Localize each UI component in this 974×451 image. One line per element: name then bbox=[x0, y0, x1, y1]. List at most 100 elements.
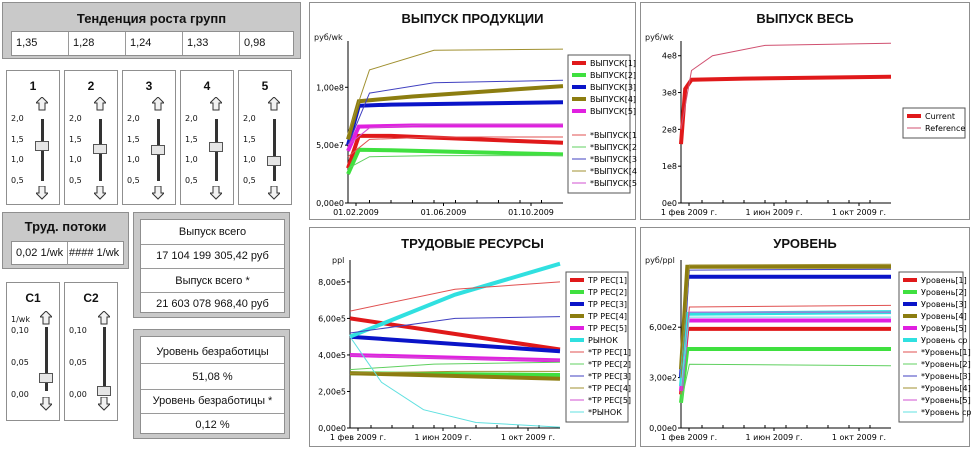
slider-thumb[interactable] bbox=[97, 386, 111, 396]
chart-title: УРОВЕНЬ bbox=[773, 236, 837, 251]
slider-tick: 0,00 bbox=[11, 390, 29, 399]
slider-up-arrow[interactable] bbox=[210, 97, 222, 111]
x-tick-label: 1 фев 2009 г. bbox=[661, 208, 717, 217]
legend-label: Уровень ср bbox=[921, 336, 967, 345]
legend-label: *Уровень[3] bbox=[921, 372, 971, 381]
chart-output-by-group: ВЫПУСК ПРОДУКЦИИ руб/wk 0,00e0 5,00e7 1,00… bbox=[309, 2, 637, 220]
legend-label: *ТР РЕС[4] bbox=[588, 384, 631, 393]
y-tick-label: 3,00e2 bbox=[649, 374, 677, 383]
slider-group-2: 2 2,0 1,5 1,0 0,5 bbox=[64, 70, 118, 205]
series-line bbox=[349, 371, 561, 381]
chart-ylabel: ppl bbox=[332, 256, 345, 265]
slider-label: 2 bbox=[87, 79, 95, 93]
growth-value-1: 1,35 bbox=[12, 32, 69, 55]
legend-label: Уровень[3] bbox=[921, 300, 967, 309]
growth-title: Тенденция роста групп bbox=[76, 11, 227, 26]
series-line bbox=[679, 310, 892, 387]
slider-thumb[interactable] bbox=[267, 156, 281, 167]
legend-label: *Уровень[2] bbox=[921, 360, 971, 369]
chart-level: УРОВЕНЬ руб/ppl 0,00e0 3,00e2 6,00e2 1 фев … bbox=[640, 227, 971, 447]
slider-label: 4 bbox=[203, 79, 211, 93]
slider-down-arrow[interactable] bbox=[210, 186, 222, 200]
divider bbox=[141, 268, 284, 269]
legend-label: *Уровень[4] bbox=[921, 384, 971, 393]
slider-up-arrow[interactable] bbox=[268, 97, 280, 111]
slider-tick: 0,05 bbox=[11, 358, 29, 367]
slider-up-arrow[interactable] bbox=[152, 97, 164, 111]
legend-label: *Уровень ср bbox=[921, 408, 971, 417]
slider-up-arrow[interactable] bbox=[36, 97, 48, 111]
slider-label: C2 bbox=[83, 291, 99, 305]
slider-track[interactable] bbox=[103, 327, 106, 391]
x-tick-label: 1 фев 2009 г. bbox=[330, 433, 386, 442]
slider-thumb[interactable] bbox=[209, 141, 223, 152]
legend-label: ВЫПУСК[2] bbox=[590, 71, 636, 80]
slider-tick: 0,05 bbox=[69, 358, 87, 367]
legend-label: ТР РЕС[2] bbox=[587, 288, 627, 297]
series-line bbox=[349, 334, 561, 354]
series-line bbox=[349, 354, 561, 361]
y-tick-label: 8,00e5 bbox=[318, 278, 346, 287]
series-line bbox=[346, 123, 563, 152]
chart-plot: 0e0 1e8 2e8 3e8 4e8 1 фев 2009 г. 1 июн 2009 г… bbox=[661, 41, 966, 217]
series-line bbox=[346, 147, 564, 175]
y-tick-label: 4,00e5 bbox=[318, 351, 346, 360]
slider-thumb[interactable] bbox=[35, 140, 49, 151]
growth-value-2: 1,28 bbox=[69, 32, 126, 55]
slider-tick: 1,5 bbox=[243, 134, 256, 144]
slider-down-arrow[interactable] bbox=[152, 186, 164, 200]
chart-ylabel: руб/wk bbox=[314, 33, 343, 42]
series-line bbox=[347, 136, 563, 158]
slider-up-arrow[interactable] bbox=[98, 311, 110, 325]
series-line bbox=[679, 264, 891, 370]
slider-down-arrow[interactable] bbox=[98, 397, 110, 411]
slider-tick: 2,0 bbox=[185, 114, 198, 123]
chart-title: ВЫПУСК ПРОДУКЦИИ bbox=[401, 11, 544, 26]
y-tick-label: 2e8 bbox=[662, 125, 677, 134]
y-tick-label: 1,00e8 bbox=[316, 83, 344, 92]
legend-label: *ТР РЕС[2] bbox=[588, 360, 631, 369]
legend-label: ТР РЕС[3] bbox=[587, 300, 627, 309]
slider-tick: 2,0 bbox=[69, 114, 82, 123]
slider-tick: 0,5 bbox=[11, 176, 24, 185]
slider-down-arrow[interactable] bbox=[268, 186, 280, 200]
unemployment-value: 51,08 % bbox=[192, 371, 233, 383]
divider bbox=[141, 292, 284, 293]
x-tick-label: 1 фев 2009 г. bbox=[661, 433, 717, 442]
growth-value-4: 1,33 bbox=[183, 32, 240, 55]
y-tick-label: 0,00e0 bbox=[649, 424, 677, 433]
unemployment-ref-label: Уровень безработицы * bbox=[152, 395, 273, 407]
legend-label: ВЫПУСК[1] bbox=[590, 59, 636, 68]
series-line bbox=[679, 74, 892, 145]
slider-up-arrow[interactable] bbox=[40, 311, 52, 325]
slider-tick: 0,5 bbox=[185, 176, 198, 185]
series-line bbox=[347, 79, 564, 146]
slider-thumb[interactable] bbox=[93, 143, 107, 154]
slider-thumb[interactable] bbox=[39, 373, 53, 384]
labor-flows-values: 0,02 1/wk #### 1/wk bbox=[11, 241, 124, 265]
series-line bbox=[349, 316, 561, 334]
slider-tick: 1,5 bbox=[11, 134, 24, 144]
slider-track[interactable] bbox=[273, 119, 276, 181]
slider-tick: 1,5 bbox=[185, 134, 198, 144]
slider-track[interactable] bbox=[45, 327, 48, 391]
unemployment-panel: Уровень безработицы 51,08 % Уровень безр… bbox=[133, 329, 290, 439]
unemployment-ref-value: 0,12 % bbox=[195, 419, 230, 431]
labor-flow-value-1: 0,02 1/wk bbox=[12, 242, 68, 265]
slider-down-arrow[interactable] bbox=[94, 186, 106, 200]
chart-plot: 0,00e0 2,00e5 4,00e5 6,00e5 8,00e5 1 фев 2009… bbox=[318, 260, 631, 442]
chart-title: ТРУДОВЫЕ РЕСУРСЫ bbox=[401, 236, 544, 251]
chart-labor-resources: ТРУДОВЫЕ РЕСУРСЫ ppl 0,00e0 2,00e5 4,00e5 6… bbox=[309, 227, 636, 447]
slider-down-arrow[interactable] bbox=[36, 186, 48, 200]
slider-thumb[interactable] bbox=[151, 145, 165, 156]
x-tick-label: 01.06.2009 bbox=[421, 208, 467, 217]
slider-tick: 1,0 bbox=[11, 155, 24, 165]
series-line bbox=[349, 370, 560, 374]
slider-tick: 1,0 bbox=[243, 155, 256, 165]
slider-down-arrow[interactable] bbox=[40, 397, 52, 411]
slider-up-arrow[interactable] bbox=[94, 97, 106, 111]
slider-group-5: 5 2,0 1,5 1,0 0,5 bbox=[238, 70, 292, 205]
legend-label: *ТР РЕС[3] bbox=[588, 372, 631, 381]
legend-label: ВЫПУСК[5] bbox=[590, 107, 636, 116]
legend-label: Уровень[2] bbox=[921, 288, 967, 297]
